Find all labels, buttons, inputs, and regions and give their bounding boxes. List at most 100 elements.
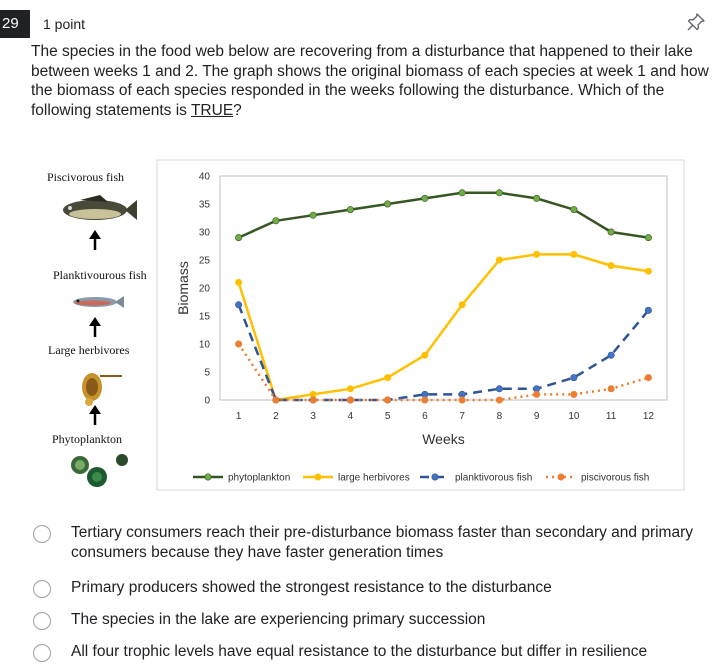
data-point <box>644 267 652 275</box>
data-point <box>533 390 541 398</box>
x-tick-label: 2 <box>273 411 279 422</box>
arrowhead-icon <box>89 317 101 326</box>
food-web-label-herbivores: Large herbivores <box>48 343 130 357</box>
data-point <box>458 189 466 197</box>
chart-frame <box>156 159 685 491</box>
data-point <box>235 278 243 286</box>
data-point <box>495 189 503 197</box>
y-tick-label: 15 <box>199 312 211 323</box>
answer-option[interactable]: All four trophic levels have equal resis… <box>31 642 711 666</box>
data-point <box>309 396 317 404</box>
piscivorous-fish-image <box>63 195 137 220</box>
data-point <box>458 301 466 309</box>
y-axis-label: Biomass <box>175 261 191 315</box>
x-tick-label: 11 <box>606 411 617 422</box>
x-tick-label: 6 <box>422 411 428 422</box>
series-line <box>238 191 649 239</box>
arrowhead-icon <box>89 405 101 414</box>
question-text: The species in the food web below are re… <box>31 42 709 120</box>
question-text-emphasis: TRUE <box>190 101 234 119</box>
x-tick-label: 5 <box>385 411 391 422</box>
x-tick-label: 4 <box>348 411 354 422</box>
data-point <box>272 217 280 225</box>
data-point <box>533 250 541 258</box>
x-tick-label: 12 <box>643 411 655 422</box>
legend-marker <box>431 473 439 481</box>
series-line <box>237 304 650 402</box>
data-point <box>421 396 429 404</box>
data-point <box>384 200 392 208</box>
data-point <box>384 396 392 404</box>
legend-marker <box>204 473 212 481</box>
data-point <box>644 234 652 242</box>
data-point <box>346 396 354 404</box>
answer-option-label: Primary producers showed the strongest r… <box>71 579 552 596</box>
data-point <box>644 306 652 314</box>
x-tick-label: 9 <box>534 411 540 422</box>
x-tick-label: 8 <box>497 411 503 422</box>
question-text-main: The species in the food web below are re… <box>31 43 709 119</box>
answer-option[interactable]: The species in the lake are experiencing… <box>31 610 711 634</box>
answer-option-label: Tertiary consumers reach their pre-distu… <box>71 524 693 561</box>
x-tick-label: 10 <box>568 411 580 422</box>
data-point <box>607 262 615 270</box>
data-point <box>607 351 615 359</box>
series-line <box>237 253 649 402</box>
data-point <box>235 340 243 348</box>
pin-icon[interactable] <box>686 12 706 32</box>
radio-button[interactable] <box>33 525 51 543</box>
answer-option-label: All four trophic levels have equal resis… <box>71 643 648 660</box>
data-point <box>570 390 578 398</box>
x-tick-label: 3 <box>310 411 316 422</box>
food-web-label-phytoplankton: Phytoplankton <box>52 432 122 446</box>
food-web-label-piscivorous: Piscivorous fish <box>47 170 124 184</box>
data-point <box>495 396 503 404</box>
data-point <box>570 374 578 382</box>
y-tick-label: 30 <box>199 228 211 239</box>
food-web: Piscivorous fish Planktivourous fish Lar… <box>47 170 147 487</box>
data-point <box>272 396 280 404</box>
data-point <box>570 206 578 214</box>
y-tick-label: 5 <box>204 368 210 379</box>
data-point <box>644 374 652 382</box>
plot-area <box>219 175 668 401</box>
answer-option[interactable]: Tertiary consumers reach their pre-distu… <box>31 523 711 561</box>
data-point <box>458 396 466 404</box>
y-tick-label: 10 <box>199 340 211 351</box>
y-tick-label: 35 <box>199 200 211 211</box>
data-point <box>346 206 354 214</box>
question-number: 29 <box>0 10 30 38</box>
y-tick-label: 0 <box>204 396 210 407</box>
question-points: 1 point <box>43 16 86 32</box>
arrowhead-icon <box>89 230 101 239</box>
x-tick-label: 7 <box>459 411 465 422</box>
data-point <box>421 351 429 359</box>
radio-button[interactable] <box>33 644 51 662</box>
data-point <box>235 234 243 242</box>
legend-label: planktivorous fish <box>455 473 532 484</box>
answer-option[interactable]: Primary producers showed the strongest r… <box>31 578 711 602</box>
data-point <box>384 374 392 382</box>
legend-label: large herbivores <box>338 473 410 484</box>
y-tick-label: 40 <box>199 172 211 183</box>
radio-button[interactable] <box>33 580 51 598</box>
phytoplankton-image <box>71 454 128 487</box>
data-point <box>421 194 429 202</box>
answer-option-label: The species in the lake are experiencing… <box>71 611 486 628</box>
data-point <box>495 256 503 264</box>
x-axis-label: Weeks <box>422 431 465 447</box>
data-point <box>607 385 615 393</box>
series-line <box>237 343 649 402</box>
legend-marker <box>314 473 322 481</box>
x-tick-label: 1 <box>236 411 242 422</box>
legend-label: piscivorous fish <box>581 473 649 484</box>
data-point <box>570 250 578 258</box>
data-point <box>235 301 243 309</box>
y-tick-label: 25 <box>199 256 211 267</box>
data-point <box>607 228 615 236</box>
radio-button[interactable] <box>33 612 51 630</box>
food-web-label-planktivorous: Planktivourous fish <box>53 268 147 282</box>
legend-label: phytoplankton <box>228 473 290 484</box>
data-point <box>495 385 503 393</box>
